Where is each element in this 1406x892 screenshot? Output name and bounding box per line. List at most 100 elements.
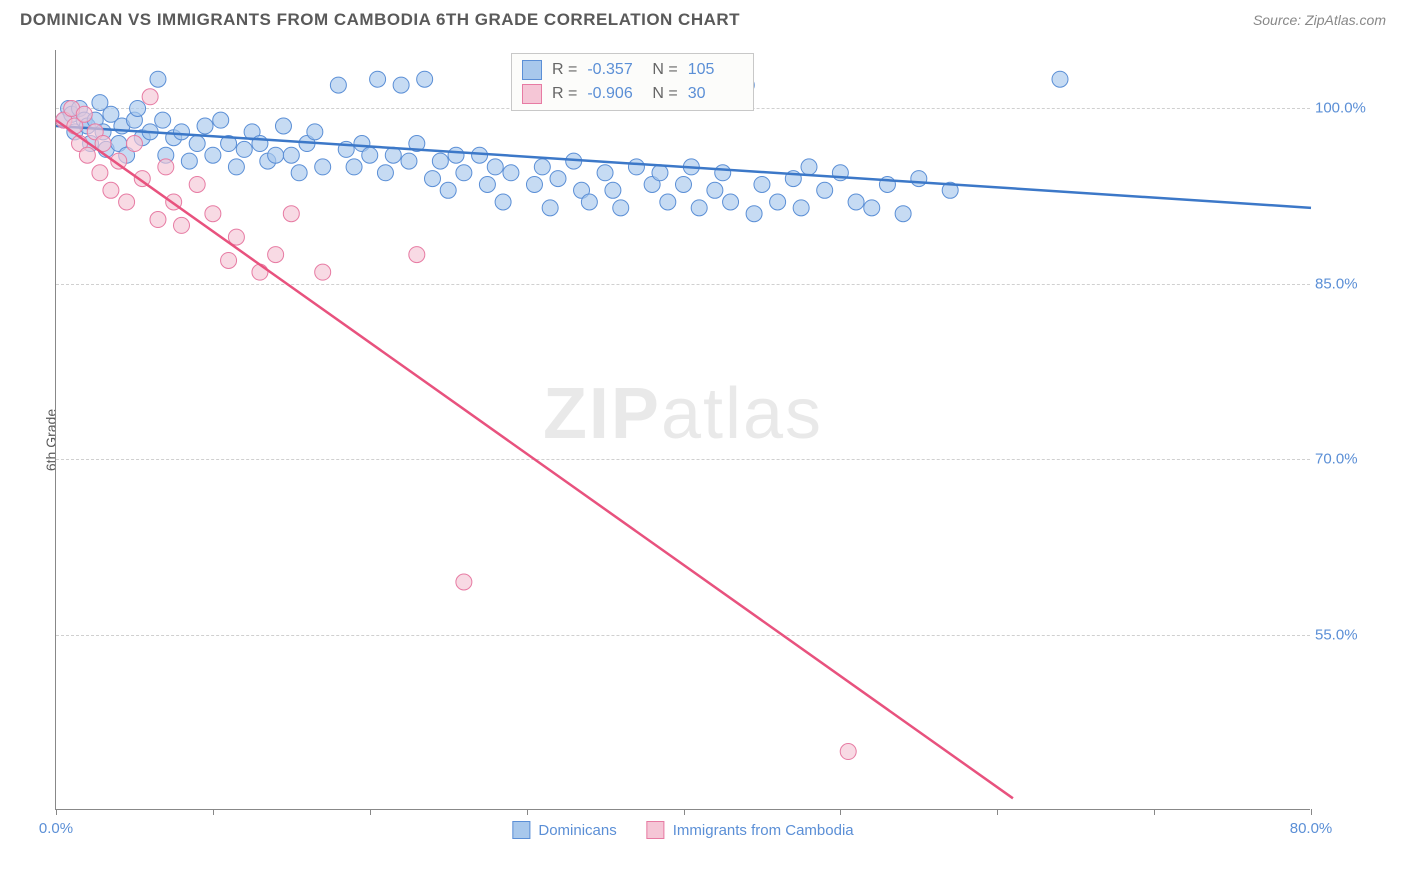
scatter-point: [275, 118, 291, 134]
scatter-point: [158, 159, 174, 175]
scatter-point: [119, 194, 135, 210]
y-tick-label: 55.0%: [1315, 626, 1385, 643]
x-tick: [56, 809, 57, 815]
scatter-point: [526, 176, 542, 192]
scatter-point: [142, 89, 158, 105]
y-tick-label: 85.0%: [1315, 275, 1385, 292]
scatter-point: [754, 176, 770, 192]
scatter-point: [252, 264, 268, 280]
scatter-point: [550, 171, 566, 187]
scatter-point: [848, 194, 864, 210]
stats-n-label-1: N =: [652, 85, 677, 103]
y-tick-label: 70.0%: [1315, 451, 1385, 468]
scatter-point: [236, 141, 252, 157]
x-tick: [370, 809, 371, 815]
scatter-point: [221, 252, 237, 268]
scatter-point: [652, 165, 668, 181]
scatter-point: [456, 165, 472, 181]
scatter-point: [315, 159, 331, 175]
scatter-point: [770, 194, 786, 210]
legend-item-1: Immigrants from Cambodia: [647, 821, 854, 839]
stats-r-val-0: -0.357: [587, 61, 642, 79]
scatter-point: [417, 71, 433, 87]
scatter-point: [864, 200, 880, 216]
scatter-point: [155, 112, 171, 128]
scatter-point: [456, 574, 472, 590]
scatter-point: [126, 136, 142, 152]
legend-label-1: Immigrants from Cambodia: [673, 822, 854, 839]
scatter-point: [181, 153, 197, 169]
scatter-point: [189, 136, 205, 152]
scatter-point: [487, 159, 503, 175]
legend-bottom: Dominicans Immigrants from Cambodia: [512, 821, 853, 839]
x-tick: [1311, 809, 1312, 815]
scatter-point: [268, 247, 284, 263]
scatter-point: [346, 159, 362, 175]
stats-swatch-0: [522, 60, 542, 80]
scatter-point: [895, 206, 911, 222]
scatter-point: [691, 200, 707, 216]
stats-r-label-0: R =: [552, 61, 577, 79]
trend-line: [56, 120, 1013, 798]
scatter-point: [174, 124, 190, 140]
scatter-point: [676, 176, 692, 192]
scatter-point: [150, 212, 166, 228]
stats-n-label-0: N =: [652, 61, 677, 79]
scatter-point: [425, 171, 441, 187]
scatter-point: [103, 182, 119, 198]
scatter-point: [448, 147, 464, 163]
source-attribution: Source: ZipAtlas.com: [1253, 12, 1386, 28]
scatter-point: [409, 247, 425, 263]
scatter-point: [793, 200, 809, 216]
x-tick: [527, 809, 528, 815]
scatter-point: [613, 200, 629, 216]
chart-container: 6th Grade ZIPatlas 55.0%70.0%85.0%100.0%…: [55, 50, 1385, 830]
x-tick-label: 0.0%: [39, 820, 73, 837]
scatter-plot-svg: [56, 50, 1310, 809]
header: DOMINICAN VS IMMIGRANTS FROM CAMBODIA 6T…: [0, 0, 1406, 35]
scatter-point: [597, 165, 613, 181]
scatter-point: [92, 165, 108, 181]
scatter-point: [534, 159, 550, 175]
stats-r-val-1: -0.906: [587, 85, 642, 103]
scatter-point: [660, 194, 676, 210]
scatter-point: [377, 165, 393, 181]
x-tick: [213, 809, 214, 815]
scatter-point: [330, 77, 346, 93]
scatter-point: [495, 194, 511, 210]
scatter-point: [76, 106, 92, 122]
scatter-point: [503, 165, 519, 181]
scatter-point: [393, 77, 409, 93]
scatter-point: [370, 71, 386, 87]
scatter-point: [581, 194, 597, 210]
scatter-point: [628, 159, 644, 175]
scatter-point: [440, 182, 456, 198]
scatter-point: [479, 176, 495, 192]
legend-label-0: Dominicans: [538, 822, 616, 839]
chart-title: DOMINICAN VS IMMIGRANTS FROM CAMBODIA 6T…: [20, 10, 740, 30]
y-tick-label: 100.0%: [1315, 100, 1385, 117]
scatter-point: [307, 124, 323, 140]
scatter-point: [542, 200, 558, 216]
scatter-point: [911, 171, 927, 187]
scatter-point: [130, 100, 146, 116]
scatter-point: [723, 194, 739, 210]
scatter-point: [385, 147, 401, 163]
scatter-point: [268, 147, 284, 163]
scatter-point: [189, 176, 205, 192]
scatter-point: [1052, 71, 1068, 87]
stats-n-val-1: 30: [688, 85, 743, 103]
scatter-point: [291, 165, 307, 181]
scatter-point: [801, 159, 817, 175]
scatter-point: [707, 182, 723, 198]
legend-swatch-1: [647, 821, 665, 839]
scatter-point: [401, 153, 417, 169]
scatter-point: [205, 206, 221, 222]
scatter-point: [315, 264, 331, 280]
scatter-point: [283, 147, 299, 163]
x-tick: [684, 809, 685, 815]
stats-box: R = -0.357 N = 105 R = -0.906 N = 30: [511, 53, 754, 111]
stats-swatch-1: [522, 84, 542, 104]
scatter-point: [174, 217, 190, 233]
scatter-point: [432, 153, 448, 169]
